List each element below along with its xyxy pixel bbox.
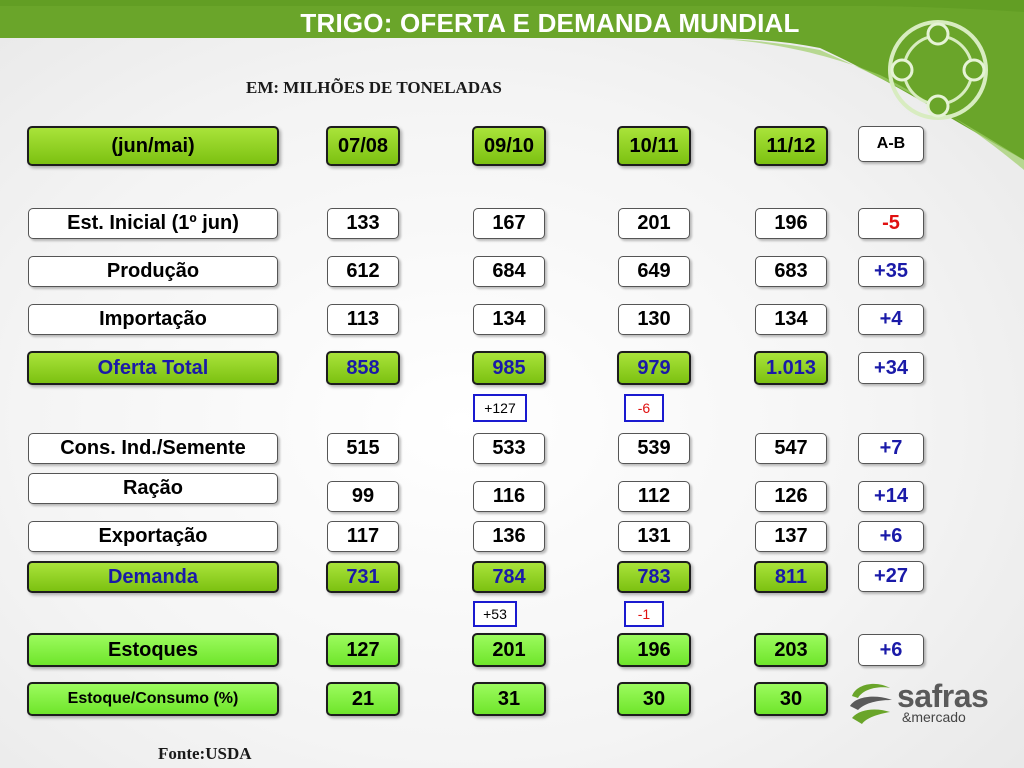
logo-subtext: &mercado xyxy=(902,709,966,725)
diff-racao: +14 xyxy=(858,481,924,512)
cell-estoque-consumo-09-10: 31 xyxy=(472,682,546,716)
row-label-importacao: Importação xyxy=(28,304,278,335)
cell-racao-09-10: 116 xyxy=(473,481,545,512)
safras-logo-icon xyxy=(850,683,892,724)
cell-estoques-11-12: 203 xyxy=(754,633,828,667)
cell-cons-ind-10-11: 539 xyxy=(618,433,690,464)
cell-cons-ind-11-12: 547 xyxy=(755,433,827,464)
row-label-racao: Ração xyxy=(28,473,278,504)
annotation-demanda-09-10: +53 xyxy=(473,601,517,627)
row-label-exportacao: Exportação xyxy=(28,521,278,552)
cell-estoques-09-10: 201 xyxy=(472,633,546,667)
diff-estoques: +6 xyxy=(858,634,924,666)
cell-importacao-10-11: 130 xyxy=(618,304,690,335)
cell-exportacao-07-08: 117 xyxy=(327,521,399,552)
diff-est-inicial: -5 xyxy=(858,208,924,239)
header-label: (jun/mai) xyxy=(27,126,279,166)
diff-header: A-B xyxy=(858,126,924,162)
logo-text: safras xyxy=(897,678,989,714)
cell-estoques-07-08: 127 xyxy=(326,633,400,667)
cell-importacao-09-10: 134 xyxy=(473,304,545,335)
circles-logo-icon xyxy=(888,20,988,120)
cell-oferta-total-10-11: 979 xyxy=(617,351,691,385)
cell-estoque-consumo-07-08: 21 xyxy=(326,682,400,716)
row-label-estoques: Estoques xyxy=(27,633,279,667)
row-label-estoque-consumo: Estoque/Consumo (%) xyxy=(27,682,279,716)
cell-producao-09-10: 684 xyxy=(473,256,545,287)
diff-demanda: +27 xyxy=(858,561,924,592)
diff-oferta-total: +34 xyxy=(858,352,924,384)
cell-racao-07-08: 99 xyxy=(327,481,399,512)
cell-racao-10-11: 112 xyxy=(618,481,690,512)
cell-producao-07-08: 612 xyxy=(327,256,399,287)
cell-importacao-07-08: 113 xyxy=(327,304,399,335)
diff-importacao: +4 xyxy=(858,304,924,335)
cell-oferta-total-07-08: 858 xyxy=(326,351,400,385)
cell-importacao-11-12: 134 xyxy=(755,304,827,335)
cell-racao-11-12: 126 xyxy=(755,481,827,512)
diff-cons-ind: +7 xyxy=(858,433,924,464)
cell-cons-ind-09-10: 533 xyxy=(473,433,545,464)
cell-demanda-07-08: 731 xyxy=(326,561,400,593)
cell-demanda-09-10: 784 xyxy=(472,561,546,593)
diff-exportacao: +6 xyxy=(858,521,924,552)
cell-exportacao-10-11: 131 xyxy=(618,521,690,552)
annotation-oferta-10-11: -6 xyxy=(624,394,664,422)
row-label-est-inicial: Est. Inicial (1º jun) xyxy=(28,208,278,239)
page-title: TRIGO: OFERTA E DEMANDA MUNDIAL xyxy=(300,8,800,38)
cell-est-inicial-09-10: 167 xyxy=(473,208,545,239)
row-label-oferta-total: Oferta Total xyxy=(27,351,279,385)
cell-oferta-total-11-12: 1.013 xyxy=(754,351,828,385)
cell-demanda-10-11: 783 xyxy=(617,561,691,593)
year-10-11: 10/11 xyxy=(617,126,691,166)
cell-producao-10-11: 649 xyxy=(618,256,690,287)
cell-est-inicial-11-12: 196 xyxy=(755,208,827,239)
cell-estoque-consumo-10-11: 30 xyxy=(617,682,691,716)
diff-producao: +35 xyxy=(858,256,924,287)
year-07-08: 07/08 xyxy=(326,126,400,166)
row-label-demanda: Demanda xyxy=(27,561,279,593)
units-subtitle: EM: MILHÕES DE TONELADAS xyxy=(246,78,502,97)
cell-est-inicial-10-11: 201 xyxy=(618,208,690,239)
cell-producao-11-12: 683 xyxy=(755,256,827,287)
header-band xyxy=(0,0,1024,170)
year-11-12: 11/12 xyxy=(754,126,828,166)
row-label-cons-ind-semente: Cons. Ind./Semente xyxy=(28,433,278,464)
annotation-oferta-09-10: +127 xyxy=(473,394,527,422)
cell-exportacao-11-12: 137 xyxy=(755,521,827,552)
year-09-10: 09/10 xyxy=(472,126,546,166)
annotation-demanda-10-11: -1 xyxy=(624,601,664,627)
cell-estoque-consumo-11-12: 30 xyxy=(754,682,828,716)
cell-demanda-11-12: 811 xyxy=(754,561,828,593)
cell-oferta-total-09-10: 985 xyxy=(472,351,546,385)
row-label-producao: Produção xyxy=(28,256,278,287)
cell-exportacao-09-10: 136 xyxy=(473,521,545,552)
cell-estoques-10-11: 196 xyxy=(617,633,691,667)
cell-est-inicial-07-08: 133 xyxy=(327,208,399,239)
cell-cons-ind-07-08: 515 xyxy=(327,433,399,464)
source-footer: Fonte:USDA xyxy=(158,744,252,763)
